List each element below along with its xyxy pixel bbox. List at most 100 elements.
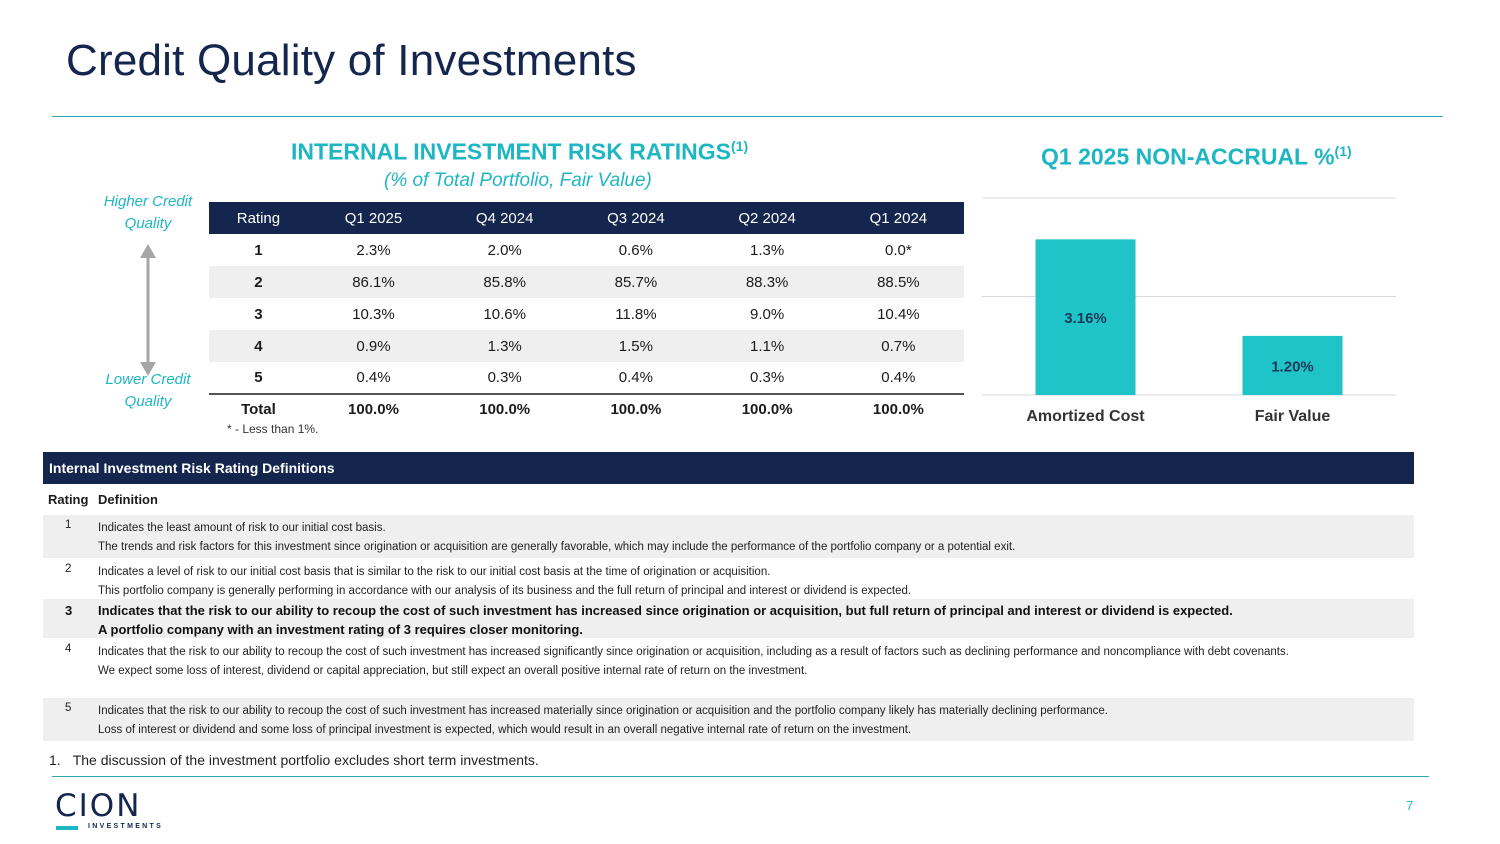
lower-credit-line-1: Lower Credit [105, 371, 191, 388]
table-cell: 10.4% [877, 305, 920, 323]
definition-text: Indicates that the risk to our ability t… [98, 643, 1408, 681]
definition-line-2: This portfolio company is generally perf… [98, 585, 912, 597]
nonaccrual-title-text: Q1 2025 NON-ACCRUAL % [1041, 143, 1335, 170]
definitions-column-headers: Rating Definition [43, 490, 1414, 510]
bar-data-label: 1.20% [1271, 358, 1314, 375]
title-divider [52, 116, 1443, 117]
table-cell: 10.6% [483, 305, 526, 323]
table-header-row: Rating Q1 2025 Q4 2024 Q3 2024 Q2 2024 Q… [209, 202, 964, 234]
higher-credit-quality-label: Higher Credit Quality [93, 191, 203, 235]
definition-rating: 3 [65, 603, 73, 618]
total-cell: 100.0% [439, 393, 571, 424]
definition-row-4: 4 Indicates that the risk to our ability… [43, 639, 1414, 697]
column-header: Q1 2025 [307, 202, 440, 234]
footer-divider [52, 776, 1429, 777]
definition-line-1: Indicates that the risk to our ability t… [98, 705, 1108, 717]
table-cell: 0.0* [885, 241, 912, 259]
definition-text: Indicates that the risk to our ability t… [98, 702, 1408, 740]
table-cell: 0.4% [881, 369, 916, 386]
definition-line-1: Indicates a level of risk to our initial… [98, 566, 771, 578]
table-cell: 0.3% [487, 369, 522, 386]
definition-line-2: A portfolio company with an investment r… [98, 622, 583, 637]
table-cell: 0.4% [618, 369, 653, 386]
table-cell: 85.8% [439, 266, 571, 298]
definition-row-2: 2 Indicates a level of risk to our initi… [43, 559, 1414, 598]
definitions-definition-header: Definition [98, 492, 158, 507]
column-header: Q3 2024 [570, 202, 702, 234]
definition-line-1: Indicates that the risk to our ability t… [98, 603, 1233, 618]
total-label: Total [209, 393, 308, 424]
page-number: 7 [1406, 798, 1414, 813]
table-cell: 86.1% [307, 266, 440, 298]
ratings-title-footnote-ref: (1) [731, 138, 749, 154]
page-footnote: 1. The discussion of the investment portf… [49, 752, 539, 768]
table-cell: 0.7% [832, 330, 964, 362]
table-cell: 85.7% [570, 266, 702, 298]
rating-cell: 5 [254, 369, 263, 386]
bar-amortized-cost [1035, 239, 1136, 395]
total-cell: 100.0% [307, 393, 440, 424]
ratings-subtitle: (% of Total Portfolio, Fair Value) [384, 170, 652, 191]
definition-line-1: Indicates the least amount of risk to ou… [98, 522, 386, 534]
category-label: Fair Value [1255, 408, 1331, 425]
table-row: 5 0.4% 0.3% 0.4% 0.3% 0.4% [209, 362, 964, 394]
table-cell: 9.0% [750, 305, 785, 323]
column-header: Q4 2024 [439, 202, 571, 234]
table-cell: 1.5% [570, 330, 702, 362]
column-header: Q1 2024 [832, 202, 964, 234]
ratings-title-text: INTERNAL INVESTMENT RISK RATINGS [291, 138, 731, 165]
definition-rating: 2 [65, 563, 72, 575]
table-cell: 1.3% [750, 241, 785, 259]
bar-fair-value [1242, 335, 1343, 395]
table-cell: 88.3% [701, 266, 833, 298]
rating-cell: 4 [209, 330, 308, 362]
definition-rating: 1 [65, 519, 72, 531]
table-row: 1 2.3% 2.0% 0.6% 1.3% 0.0* [209, 234, 964, 266]
rating-cell: 2 [209, 266, 308, 298]
logo-accent-bar [56, 826, 78, 830]
definition-text: Indicates a level of risk to our initial… [98, 563, 1408, 601]
category-label: Amortized Cost [1026, 408, 1145, 425]
table-cell: 0.9% [307, 330, 440, 362]
rating-cell: 3 [254, 305, 263, 323]
nonaccrual-bar-chart: 3.16% Amortized Cost 1.20% Fair Value [982, 197, 1396, 425]
table-cell: 0.3% [750, 369, 785, 386]
rating-cell: 1 [254, 241, 263, 259]
lower-credit-line-2: Quality [124, 393, 172, 410]
total-cell: 100.0% [570, 393, 702, 424]
cion-logo: CION INVESTMENTS [55, 790, 165, 835]
table-cell: 2.3% [356, 241, 391, 259]
table-cell: 2.0% [487, 241, 522, 259]
table-footnote: * - Less than 1%. [227, 422, 319, 436]
table-cell: 0.6% [618, 241, 653, 259]
total-cell: 100.0% [701, 393, 833, 424]
page-title: Credit Quality of Investments [66, 36, 637, 85]
definitions-rating-header: Rating [48, 492, 89, 507]
definition-text: Indicates that the risk to our ability t… [98, 601, 1408, 639]
definition-line-1: Indicates that the risk to our ability t… [98, 646, 1289, 658]
credit-quality-double-arrow-icon [140, 244, 156, 376]
definition-row-5: 5 Indicates that the risk to our ability… [43, 698, 1414, 741]
risk-ratings-table: Rating Q1 2025 Q4 2024 Q3 2024 Q2 2024 Q… [209, 202, 964, 424]
lower-credit-quality-label: Lower Credit Quality [93, 369, 203, 413]
nonaccrual-title-footnote-ref: (1) [1334, 143, 1352, 159]
table-row: 3 10.3% 10.6% 11.8% 9.0% 10.4% [209, 298, 964, 330]
definition-text: Indicates the least amount of risk to ou… [98, 519, 1408, 557]
definition-line-2: We expect some loss of interest, dividen… [98, 665, 808, 677]
logo-subtitle: INVESTMENTS [88, 823, 164, 830]
footnote-text: The discussion of the investment portfol… [72, 752, 539, 768]
column-header: Rating [209, 202, 308, 234]
table-row: 4 0.9% 1.3% 1.5% 1.1% 0.7% [209, 330, 964, 362]
ratings-section-title: INTERNAL INVESTMENT RISK RATINGS(1) [291, 138, 748, 166]
total-cell: 100.0% [832, 393, 964, 424]
table-cell: 11.8% [615, 305, 657, 323]
definition-row-1: 1 Indicates the least amount of risk to … [43, 515, 1414, 558]
table-cell: 10.3% [352, 305, 395, 323]
definition-rating: 5 [65, 702, 72, 714]
table-cell: 1.3% [439, 330, 571, 362]
definition-rating: 4 [65, 643, 72, 655]
definition-row-3: 3 Indicates that the risk to our ability… [43, 599, 1414, 638]
definition-line-2: Loss of interest or dividend and some lo… [98, 724, 912, 736]
table-total-row: Total 100.0% 100.0% 100.0% 100.0% 100.0% [209, 393, 964, 424]
column-header: Q2 2024 [701, 202, 833, 234]
